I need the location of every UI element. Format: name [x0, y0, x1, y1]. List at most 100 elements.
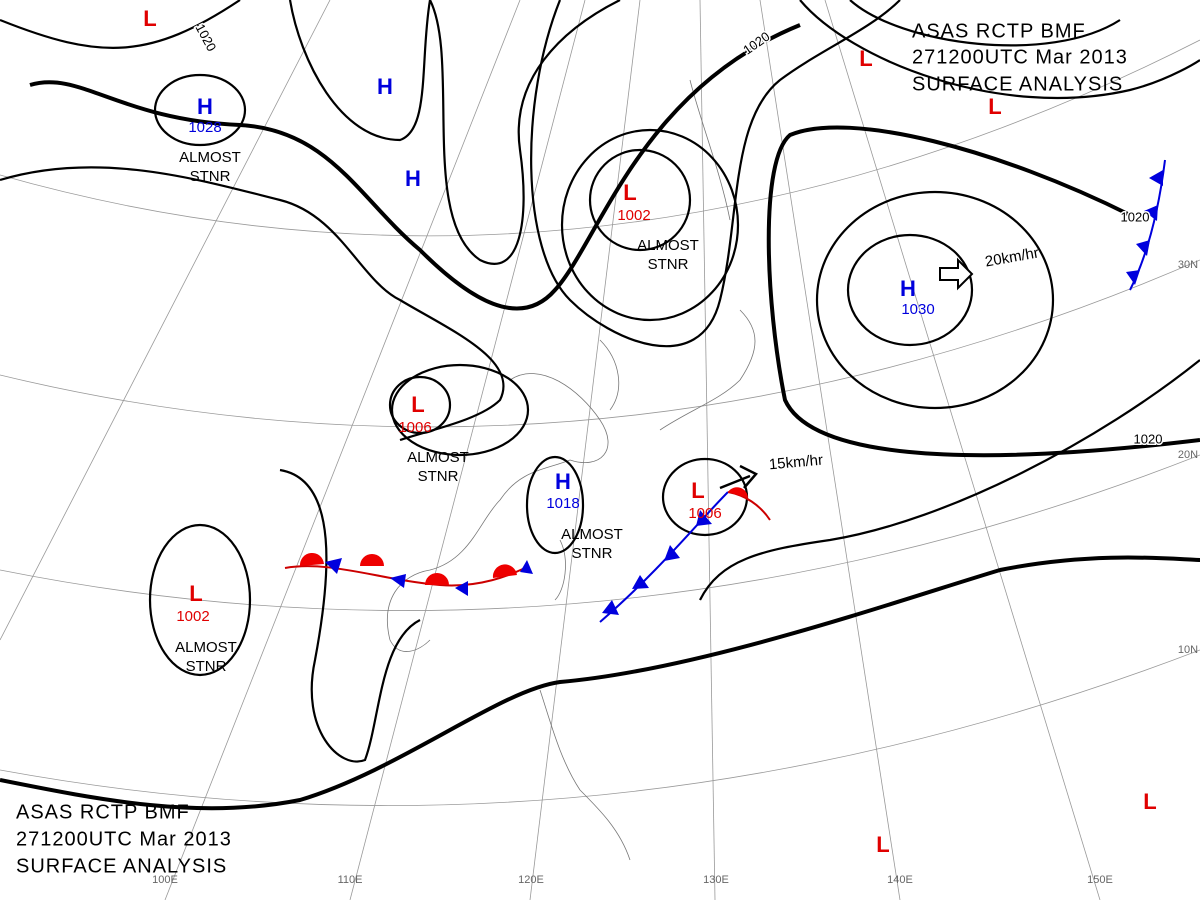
- center-symbol: L: [859, 46, 872, 71]
- isobar: [153, 73, 247, 147]
- latitude-line: [0, 259, 1200, 428]
- center-pressure: 1002: [176, 608, 209, 625]
- center-symbol: H: [900, 276, 916, 301]
- center-pressure: 1002: [617, 207, 650, 224]
- isobar: [849, 0, 1121, 47]
- center-symbol: L: [143, 6, 156, 31]
- isobar: [0, 0, 241, 49]
- coastline: [539, 689, 631, 861]
- center-pressure: 1028: [188, 119, 221, 136]
- longitude-line: [824, 0, 1101, 900]
- center-status: STNR: [186, 658, 227, 675]
- latitude-label: 10N: [1178, 644, 1198, 656]
- isobar: [699, 359, 1200, 601]
- center-status: STNR: [418, 468, 459, 485]
- longitude-label: 120E: [518, 874, 544, 886]
- coastline: [387, 373, 609, 652]
- isobar: [799, 0, 1200, 100]
- center-status: ALMOST: [407, 449, 469, 466]
- pressure-centers: LH1028ALMOSTSTNRHHL1002ALMOSTSTNRLLH1030…: [143, 6, 1156, 857]
- latitude-line: [0, 39, 1200, 237]
- center-symbol: H: [197, 94, 213, 119]
- latitude-label: 20N: [1178, 449, 1198, 461]
- isobar: [588, 148, 692, 252]
- coastline: [554, 539, 566, 601]
- center-status: STNR: [648, 256, 689, 273]
- cold-front-symbols: [602, 510, 712, 615]
- isobar: [530, 0, 901, 348]
- isobar: [525, 455, 585, 555]
- longitude-line: [529, 0, 641, 900]
- motion-arrows: [719, 257, 974, 490]
- center-status: STNR: [572, 545, 613, 562]
- longitude-label: 100E: [152, 874, 178, 886]
- longitude-line: [759, 0, 901, 900]
- isobar: [560, 128, 740, 322]
- isobar: [388, 375, 452, 435]
- header-line: ASAS RCTP BMF: [16, 801, 190, 823]
- center-symbol: L: [623, 180, 636, 205]
- center-status: ALMOST: [561, 526, 623, 543]
- motion-arrow: [719, 464, 758, 490]
- latitude-label: 30N: [1178, 259, 1198, 271]
- header-line: 271200UTC Mar 2013: [912, 46, 1128, 68]
- isobar: [846, 233, 974, 347]
- header-line: SURFACE ANALYSIS: [912, 73, 1123, 95]
- isobar: [279, 468, 421, 763]
- isobar: [148, 523, 252, 677]
- header-bottom-left: ASAS RCTP BMF 271200UTC Mar 2013 SURFACE…: [16, 801, 232, 877]
- coastlines: [387, 79, 756, 861]
- header-line: ASAS RCTP BMF: [912, 20, 1086, 42]
- isobar: [0, 555, 1200, 811]
- isobar-label: 1020: [1134, 431, 1163, 446]
- isobars: [0, 0, 1200, 811]
- center-symbol: L: [691, 478, 704, 503]
- center-symbol: L: [1143, 789, 1156, 814]
- center-pressure: 1030: [901, 301, 934, 318]
- isobar: [766, 125, 1200, 458]
- center-status: STNR: [190, 168, 231, 185]
- longitude-label: 110E: [338, 874, 363, 886]
- center-symbol: L: [411, 392, 424, 417]
- center-symbol: L: [988, 94, 1001, 119]
- center-status: ALMOST: [637, 237, 699, 254]
- center-symbol: H: [405, 166, 421, 191]
- longitude-label: 150E: [1087, 874, 1113, 886]
- center-symbol: H: [555, 469, 571, 494]
- longitude-line: [164, 0, 521, 900]
- coastline: [599, 339, 620, 411]
- longitude-line: [0, 0, 331, 641]
- longitude-line: [349, 0, 586, 900]
- isobar: [288, 0, 432, 142]
- isobar-label: 1020: [1121, 209, 1150, 224]
- header-top-right: ASAS RCTP BMF 271200UTC Mar 2013 SURFACE…: [912, 20, 1128, 95]
- warm-front-symbols: [728, 487, 748, 498]
- center-symbol: L: [189, 581, 202, 606]
- center-symbol: L: [876, 832, 889, 857]
- fronts: [284, 159, 1166, 623]
- coastline: [659, 309, 756, 431]
- isobar: [29, 23, 801, 311]
- latitude-line: [0, 649, 1200, 806]
- center-pressure: 1006: [688, 505, 721, 522]
- center-pressure: 1018: [546, 495, 579, 512]
- isobar: [390, 363, 530, 457]
- motion-label: 15km/hr: [768, 452, 823, 474]
- longitude-label: 130E: [703, 874, 729, 886]
- center-pressure: 1006: [398, 419, 431, 436]
- longitude-label: 140E: [887, 874, 913, 886]
- header-line: SURFACE ANALYSIS: [16, 855, 227, 877]
- isobar: [0, 166, 505, 442]
- center-status: ALMOST: [179, 149, 241, 166]
- center-symbol: H: [377, 74, 393, 99]
- motion-arrow: [939, 257, 974, 291]
- latitude-line: [0, 454, 1200, 611]
- center-status: ALMOST: [175, 639, 237, 656]
- header-line: 271200UTC Mar 2013: [16, 828, 232, 850]
- cold-front: [599, 491, 729, 623]
- isobar: [815, 190, 1055, 410]
- cold-front-symbols: [1126, 170, 1163, 285]
